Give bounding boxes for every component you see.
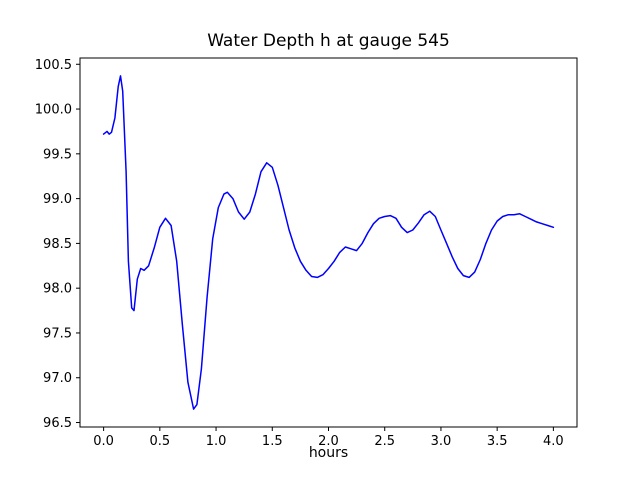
x-tick-label: 4.0 [543, 434, 564, 449]
y-tick-label: 99.5 [43, 147, 72, 162]
x-tick-label: 2.0 [318, 434, 339, 449]
y-tick-label: 97.5 [43, 326, 72, 341]
x-tick-label: 3.5 [487, 434, 508, 449]
y-tick-label: 100.0 [35, 103, 72, 118]
x-tick-label: 1.0 [206, 434, 227, 449]
chart-title: Water Depth h at gauge 545 [207, 31, 450, 51]
y-tick-label: 98.0 [43, 282, 72, 297]
y-tick-label: 98.5 [43, 237, 72, 252]
axes-frame [79, 57, 578, 428]
x-tick-label: 1.5 [262, 434, 283, 449]
x-tick-label: 2.5 [374, 434, 395, 449]
x-tick-label: 0.5 [149, 434, 170, 449]
y-tick-label: 100.5 [35, 58, 72, 73]
y-tick-label: 97.0 [43, 371, 72, 386]
series-line [102, 75, 555, 410]
y-tick-label: 96.5 [43, 416, 72, 431]
x-tick-label: 3.0 [431, 434, 452, 449]
x-axis-label: hours [308, 445, 349, 461]
y-tick-label: 99.0 [43, 192, 72, 207]
x-tick-label: 0.0 [93, 434, 114, 449]
